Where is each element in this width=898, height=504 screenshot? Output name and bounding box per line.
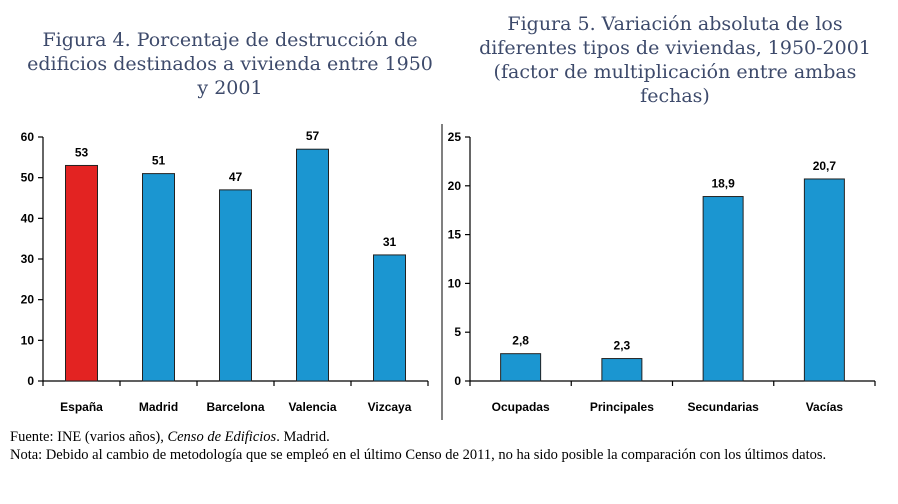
- fig5-y-tick-label: 15: [448, 228, 462, 242]
- fig5-value-label: 2,3: [614, 339, 631, 353]
- fig4-category-label: Vizcaya: [368, 400, 412, 414]
- fig4-value-label: 47: [229, 170, 243, 184]
- fig4-value-label: 57: [306, 129, 320, 143]
- source-title: Censo de Edificios: [167, 429, 277, 445]
- source-line: Fuente: INE (varios años), Censo de Edif…: [10, 428, 890, 446]
- figure4-title: Figura 4. Porcentaje de destrucción de e…: [27, 29, 433, 99]
- fig5-value-label: 20,7: [813, 159, 837, 173]
- fig4-bar: [142, 173, 175, 382]
- fig5-y-tick-label: 0: [454, 374, 461, 388]
- fig5-bar: [803, 178, 845, 382]
- figure5-title: Figura 5. Variación absoluta de los dife…: [479, 13, 871, 107]
- fig4-category-label: Madrid: [139, 400, 178, 414]
- fig4-value-label: 51: [152, 154, 166, 168]
- source-prefix: Fuente: INE (varios años),: [10, 429, 168, 445]
- note-line: Nota: Debido al cambio de metodología qu…: [10, 447, 827, 463]
- fig4-y-tick-label: 30: [21, 252, 35, 266]
- fig5-category-label: Secundarias: [687, 400, 759, 414]
- fig5-category-label: Ocupadas: [492, 400, 550, 414]
- fig4-bar: [296, 148, 329, 382]
- source-suffix: . Madrid.: [276, 429, 330, 445]
- fig4-category-label: Valencia: [288, 400, 336, 414]
- fig5-y-tick-label: 25: [448, 130, 462, 144]
- footnotes: Fuente: INE (varios años), Censo de Edif…: [10, 428, 890, 464]
- fig4-bar: [219, 189, 252, 382]
- fig5-value-label: 2,8: [512, 334, 529, 348]
- fig4-category-label: Barcelona: [206, 400, 264, 414]
- fig5-value-label: 18,9: [711, 177, 735, 191]
- fig4-value-label: 31: [383, 235, 397, 249]
- fig4-y-tick-label: 60: [21, 130, 35, 144]
- fig4-y-tick-label: 20: [21, 293, 35, 307]
- fig4-category-label: España: [60, 400, 103, 414]
- fig5-bar: [601, 358, 643, 382]
- fig4-y-tick-label: 0: [27, 374, 34, 388]
- fig5-bar: [702, 196, 744, 382]
- fig5-y-tick-label: 20: [448, 179, 462, 193]
- fig5-bar: [500, 353, 542, 382]
- fig4-y-tick-label: 10: [21, 333, 35, 347]
- fig4-bar: [373, 254, 406, 382]
- fig4-y-tick-label: 50: [21, 171, 35, 185]
- fig4-y-tick-label: 40: [21, 211, 35, 225]
- fig5-y-tick-label: 10: [448, 276, 462, 290]
- fig4-bar: [65, 164, 98, 382]
- fig5-category-label: Vacías: [806, 400, 844, 414]
- fig4-value-label: 53: [75, 145, 89, 159]
- fig5-y-tick-label: 5: [454, 325, 461, 339]
- fig5-category-label: Principales: [590, 400, 654, 414]
